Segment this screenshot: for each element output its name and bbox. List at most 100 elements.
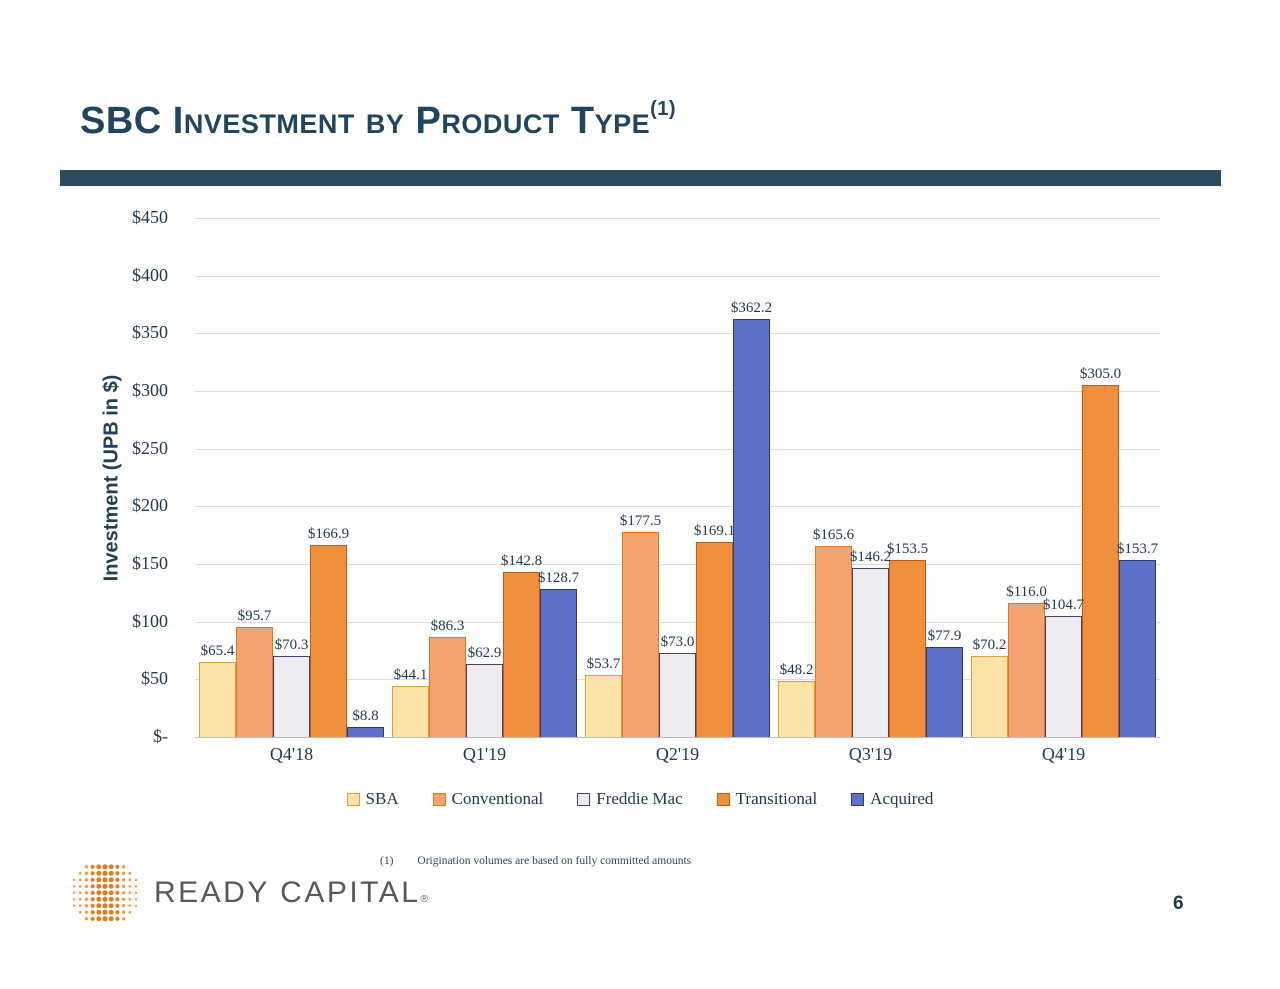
y-tick-label: $200 xyxy=(132,495,168,516)
chart-legend: SBA Conventional Freddie Mac Transitional Ac… xyxy=(0,789,1280,809)
bar-transitional: $153.5 xyxy=(887,541,928,737)
legend-item-freddie-mac: Freddie Mac xyxy=(577,789,683,809)
registered-trademark-icon: ® xyxy=(420,894,428,905)
footnote-text: Origination volumes are based on fully c… xyxy=(417,855,692,867)
bar-value-label: $153.5 xyxy=(886,540,929,557)
footnote-marker: (1) xyxy=(380,855,394,867)
bar-freddie-mac: $62.9 xyxy=(466,645,503,737)
bar-transitional: $166.9 xyxy=(308,526,349,737)
bar-conventional: $95.7 xyxy=(236,608,273,737)
bar-acquired: $77.9 xyxy=(926,628,963,737)
y-tick-label: $250 xyxy=(132,437,168,458)
bar-conventional: $165.6 xyxy=(813,527,854,737)
bar-value-label: $305.0 xyxy=(1079,366,1122,383)
gridline xyxy=(195,391,1160,392)
bar-freddie-mac: $70.3 xyxy=(273,637,310,737)
bar-value-label: $146.2 xyxy=(849,549,892,566)
bar-acquired: $362.2 xyxy=(731,300,772,737)
bar-sba: $44.1 xyxy=(392,667,429,737)
bar-value-label: $48.2 xyxy=(779,662,814,679)
bar-value-label: $8.8 xyxy=(352,707,379,724)
logo-wordmark: READY CAPITAL xyxy=(154,876,421,909)
legend-label: Transitional xyxy=(735,789,818,808)
title-underline-bar xyxy=(60,170,1221,186)
legend-label: Freddie Mac xyxy=(596,789,683,808)
legend-label: Conventional xyxy=(451,789,544,808)
bar-value-label: $62.9 xyxy=(467,645,502,662)
bar-value-label: $86.3 xyxy=(430,618,465,635)
legend-item-sba: SBA xyxy=(346,789,399,809)
bar-value-label: $77.9 xyxy=(927,628,962,645)
bar-value-label: $165.6 xyxy=(812,527,855,544)
bar-value-label: $128.7 xyxy=(537,569,580,586)
bar-value-label: $65.4 xyxy=(200,642,235,659)
y-tick-label: $400 xyxy=(132,264,168,285)
plot-area: $65.4 $95.7 $70.3 $166.9 $8.8 $44.1 $86.3 $62.9… xyxy=(195,218,1160,738)
page-title: SBC Investment by Product Type(1) xyxy=(80,98,677,143)
gridline xyxy=(195,506,1160,508)
y-tick-label: $100 xyxy=(132,610,168,631)
legend-swatch-icon xyxy=(851,792,865,806)
x-axis-label: Q2'19 xyxy=(655,744,700,764)
x-axis-label: Q4'19 xyxy=(1041,744,1086,764)
page-title-footnote-ref: (1) xyxy=(650,98,677,121)
bar-value-label: $70.2 xyxy=(972,637,1007,654)
bar-value-label: $104.7 xyxy=(1042,597,1085,614)
bar-value-label: $44.1 xyxy=(393,667,428,684)
bar-transitional: $142.8 xyxy=(501,553,542,737)
bar-group-q319: $48.2 $165.6 $146.2 $153.5 $77.9 xyxy=(774,218,967,737)
ready-capital-logo-text: READY CAPITAL® xyxy=(154,876,428,910)
bar-group-q119: $44.1 $86.3 $62.9 $142.8 $128.7 xyxy=(388,218,581,737)
bar-value-label: $153.7 xyxy=(1116,540,1159,557)
legend-swatch-icon xyxy=(577,792,591,806)
y-tick-label: $- xyxy=(153,726,168,747)
bar-conventional: $177.5 xyxy=(620,513,661,737)
bar-conventional: $116.0 xyxy=(1006,584,1047,737)
legend-item-conventional: Conventional xyxy=(432,789,544,809)
ready-capital-logo: READY CAPITAL® xyxy=(70,862,428,924)
bar-sba: $53.7 xyxy=(585,656,622,737)
legend-item-acquired: Acquired xyxy=(851,789,933,809)
footnote: (1) Origination volumes are based on ful… xyxy=(380,855,691,867)
legend-swatch-icon xyxy=(716,792,730,806)
bar-sba: $48.2 xyxy=(778,662,815,737)
bar-value-label: $362.2 xyxy=(730,300,773,317)
bar-value-label: $166.9 xyxy=(307,525,350,542)
x-axis-labels: Q4'18 Q1'19 Q2'19 Q3'19 Q4'19 xyxy=(195,744,1160,765)
y-axis-labels: $- $50 $100 $150 $200 $250 $300 $350 $400 $450 xyxy=(70,207,168,746)
bar-acquired: $153.7 xyxy=(1117,541,1158,737)
bar-freddie-mac: $73.0 xyxy=(659,634,696,737)
legend-swatch-icon xyxy=(432,792,446,806)
gridline xyxy=(195,275,1160,277)
ready-capital-logo-icon xyxy=(72,864,138,922)
legend-swatch-icon xyxy=(346,792,360,806)
y-tick-label: $300 xyxy=(132,380,168,401)
bar-freddie-mac: $146.2 xyxy=(850,549,891,737)
y-tick-label: $150 xyxy=(132,553,168,574)
bar-group-q419: $70.2 $116.0 $104.7 $305.0 $153.7 xyxy=(967,218,1160,737)
x-axis-label: Q3'19 xyxy=(848,744,893,764)
y-tick-label: $50 xyxy=(141,668,168,689)
bar-value-label: $53.7 xyxy=(586,656,621,673)
y-tick-label: $350 xyxy=(132,322,168,343)
bar-acquired: $8.8 xyxy=(347,708,384,737)
legend-item-transitional: Transitional xyxy=(716,789,818,809)
bar-value-label: $73.0 xyxy=(660,633,695,650)
bar-acquired: $128.7 xyxy=(538,570,579,737)
bar-transitional: $169.1 xyxy=(694,523,735,737)
bar-transitional: $305.0 xyxy=(1080,366,1121,737)
bar-freddie-mac: $104.7 xyxy=(1043,597,1084,737)
bar-sba: $70.2 xyxy=(971,637,1008,737)
bar-value-label: $177.5 xyxy=(619,513,662,530)
bar-value-label: $142.8 xyxy=(500,553,543,570)
bar-value-label: $70.3 xyxy=(274,636,309,653)
gridline xyxy=(195,621,1160,623)
bar-sba: $65.4 xyxy=(199,643,236,737)
gridline xyxy=(195,448,1160,450)
bar-value-label: $95.7 xyxy=(237,607,272,624)
bar-value-label: $116.0 xyxy=(1006,584,1047,601)
bar-value-label: $169.1 xyxy=(693,522,736,539)
x-axis-label: Q4'18 xyxy=(269,744,314,764)
bar-group-q418: $65.4 $95.7 $70.3 $166.9 $8.8 xyxy=(195,218,388,737)
bar-group-q219: $53.7 $177.5 $73.0 $169.1 $362.2 xyxy=(581,218,774,737)
